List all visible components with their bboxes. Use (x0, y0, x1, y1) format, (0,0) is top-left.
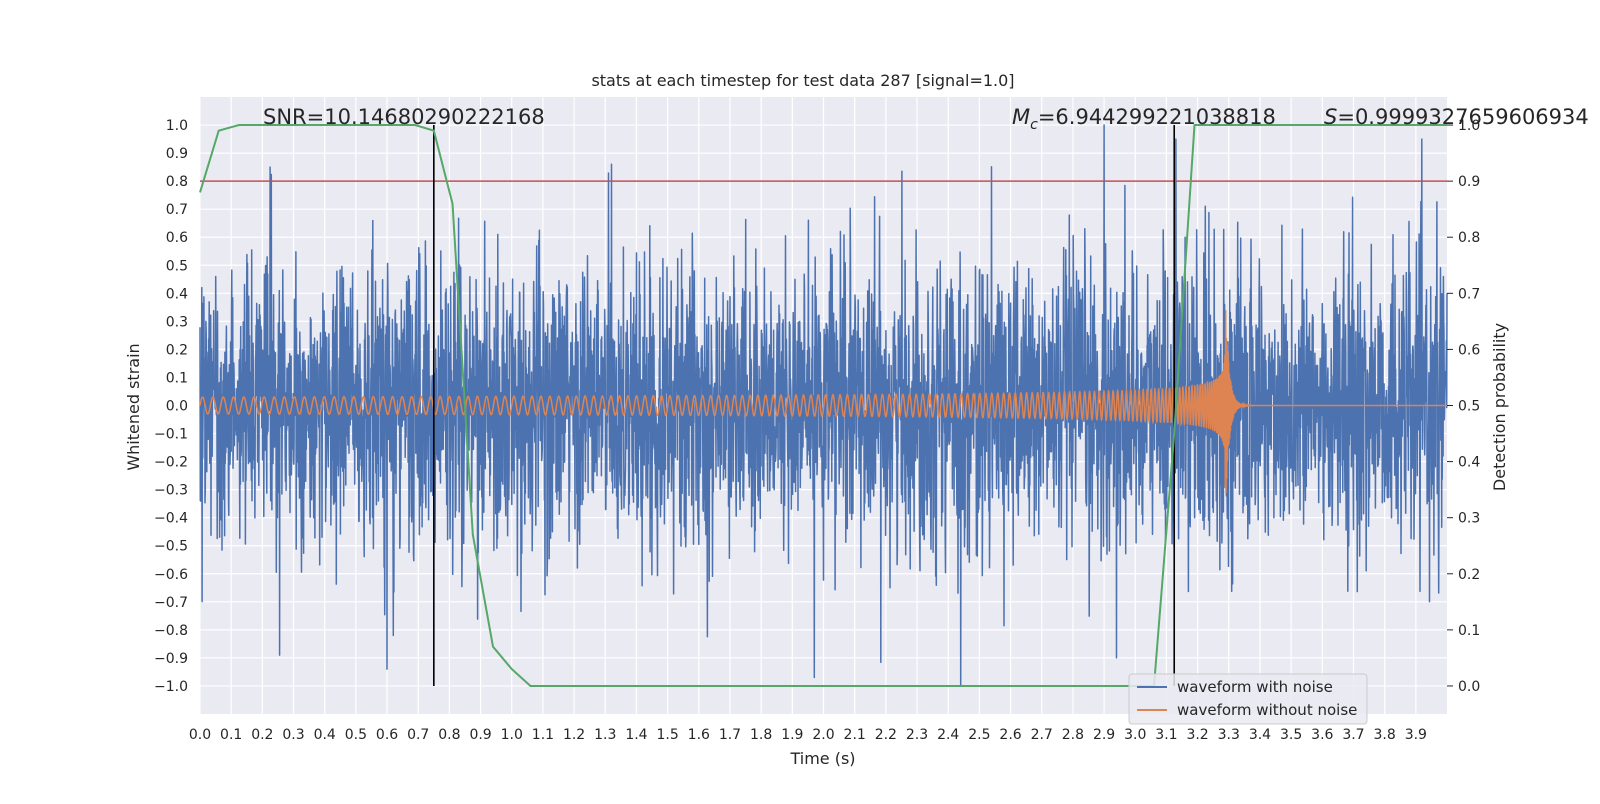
y2-tick-label: 0.3 (1458, 511, 1480, 527)
y-tick-label: −0.3 (154, 483, 188, 499)
x-tick-label: 0.1 (220, 727, 242, 743)
y2-tick-label: 0.5 (1458, 399, 1480, 415)
x-tick-label: 3.6 (1311, 727, 1333, 743)
y-tick-label: 0.5 (166, 258, 188, 274)
chart-title: stats at each timestep for test data 287… (591, 71, 1014, 90)
series-layer (199, 124, 1448, 687)
legend-box (1128, 673, 1368, 725)
chirp-mass-subscript: c (1030, 117, 1038, 133)
chirp-mass-annotation: Mc=6.944299221038818 (1012, 105, 1276, 133)
x-tick-label: 3.5 (1280, 727, 1302, 743)
y-tick-label: −0.1 (154, 427, 188, 443)
x-tick-label: 2.3 (906, 727, 928, 743)
y2-tick-label: 0.9 (1458, 174, 1480, 190)
series-detection-probability (199, 124, 1447, 687)
x-tick-label: 1.7 (719, 727, 741, 743)
x-tick-label: 1.5 (656, 727, 678, 743)
y2-tick-labels: 1.0 0.9 0.8 0.7 0.6 0.5 0.4 0.3 0.2 0.1 0.0 (1447, 118, 1480, 695)
x-tick-label: 2.5 (968, 727, 990, 743)
x-tick-label: 3.9 (1405, 727, 1427, 743)
y-tick-label: 0.7 (166, 202, 188, 218)
x-tick-label: 0.9 (469, 727, 491, 743)
y2-axis-label: Detection probability (1490, 323, 1509, 491)
x-tick-label: 0.3 (282, 727, 304, 743)
x-tick-label: 0.2 (251, 727, 273, 743)
x-tick-label: 0.0 (189, 727, 211, 743)
x-tick-label: 1.8 (750, 727, 772, 743)
score-annotation: S=0.9999327659606934 (1324, 105, 1589, 129)
x-tick-label: 3.7 (1342, 727, 1364, 743)
y-tick-label: −0.7 (154, 595, 188, 611)
x-tick-label: 1.9 (781, 727, 803, 743)
x-tick-label: 2.8 (1062, 727, 1084, 743)
y-tick-label: −0.4 (154, 511, 188, 527)
x-tick-label: 3.8 (1374, 727, 1396, 743)
x-tick-label: 1.1 (532, 727, 554, 743)
y2-tick-label: 0.1 (1458, 623, 1480, 639)
y2-tick-label: 0.6 (1458, 342, 1480, 358)
x-tick-label: 2.9 (1093, 727, 1115, 743)
x-tick-label: 1.4 (625, 727, 647, 743)
y-tick-label: −0.6 (154, 567, 188, 583)
x-tick-label: 3.0 (1124, 727, 1146, 743)
legend-label-clean: waveform without noise (1177, 701, 1357, 719)
x-tick-labels: 0.0 0.1 0.2 0.3 0.4 0.5 0.6 0.7 0.8 0.9 1.0 1.1 1.2 1… (189, 727, 1427, 743)
x-tick-label: 0.8 (438, 727, 460, 743)
y-tick-label: −0.8 (154, 623, 188, 639)
series-waveform-without-noise (199, 310, 1447, 493)
y-axis-label: Whitened strain (124, 343, 143, 470)
x-tick-label: 2.7 (1031, 727, 1053, 743)
x-tick-label: 1.6 (688, 727, 710, 743)
score-symbol: S (1324, 105, 1337, 129)
y-tick-label: 0.4 (166, 286, 188, 302)
x-tick-label: 2.4 (937, 727, 959, 743)
snr-annotation: SNR=10.14680290222168 (263, 105, 545, 129)
x-tick-label: 1.2 (563, 727, 585, 743)
legend-label-noisy: waveform with noise (1177, 678, 1333, 696)
x-tick-label: 0.6 (376, 727, 398, 743)
x-tick-label: 0.7 (407, 727, 429, 743)
x-tick-label: 0.5 (345, 727, 367, 743)
x-tick-label: 0.4 (314, 727, 336, 743)
x-tick-label: 2.0 (812, 727, 834, 743)
x-tick-label: 3.1 (1155, 727, 1177, 743)
x-axis-label: Time (s) (789, 749, 855, 768)
y2-tick-label: 1.0 (1458, 118, 1480, 134)
y-tick-label: −1.0 (154, 679, 188, 695)
x-tick-label: 2.2 (875, 727, 897, 743)
y-tick-label: 0.3 (166, 314, 188, 330)
score-value: =0.9999327659606934 (1337, 105, 1588, 129)
x-tick-label: 3.2 (1186, 727, 1208, 743)
x-tick-label: 3.3 (1218, 727, 1240, 743)
chirp-mass-value: =6.944299221038818 (1038, 105, 1276, 129)
y-tick-label: −0.5 (154, 539, 188, 555)
y-tick-label: 0.0 (166, 399, 188, 415)
x-tick-label: 1.0 (501, 727, 523, 743)
y2-tick-label: 0.4 (1458, 455, 1480, 471)
y-tick-label: 0.8 (166, 174, 188, 190)
y-tick-labels: 1.0 0.9 0.8 0.7 0.6 0.5 0.4 0.3 0.2 0.1 0.0 −0.1 −0.… (154, 118, 188, 695)
y-tick-label: 1.0 (166, 118, 188, 134)
y-tick-label: 0.9 (166, 146, 188, 162)
chirp-mass-symbol: M (1012, 105, 1030, 129)
legend: waveform with noise waveform without noi… (1128, 673, 1368, 725)
x-tick-label: 3.4 (1249, 727, 1271, 743)
y-tick-label: 0.6 (166, 230, 188, 246)
x-tick-label: 2.6 (999, 727, 1021, 743)
y-tick-label: 0.1 (166, 370, 188, 386)
y-tick-label: −0.9 (154, 651, 188, 667)
y-tick-label: 0.2 (166, 342, 188, 358)
x-tick-label: 2.1 (844, 727, 866, 743)
y2-tick-label: 0.8 (1458, 230, 1480, 246)
y2-tick-label: 0.7 (1458, 286, 1480, 302)
y2-tick-label: 0.0 (1458, 679, 1480, 695)
y-tick-label: −0.2 (154, 455, 188, 471)
x-tick-label: 1.3 (594, 727, 616, 743)
y2-tick-label: 0.2 (1458, 567, 1480, 583)
